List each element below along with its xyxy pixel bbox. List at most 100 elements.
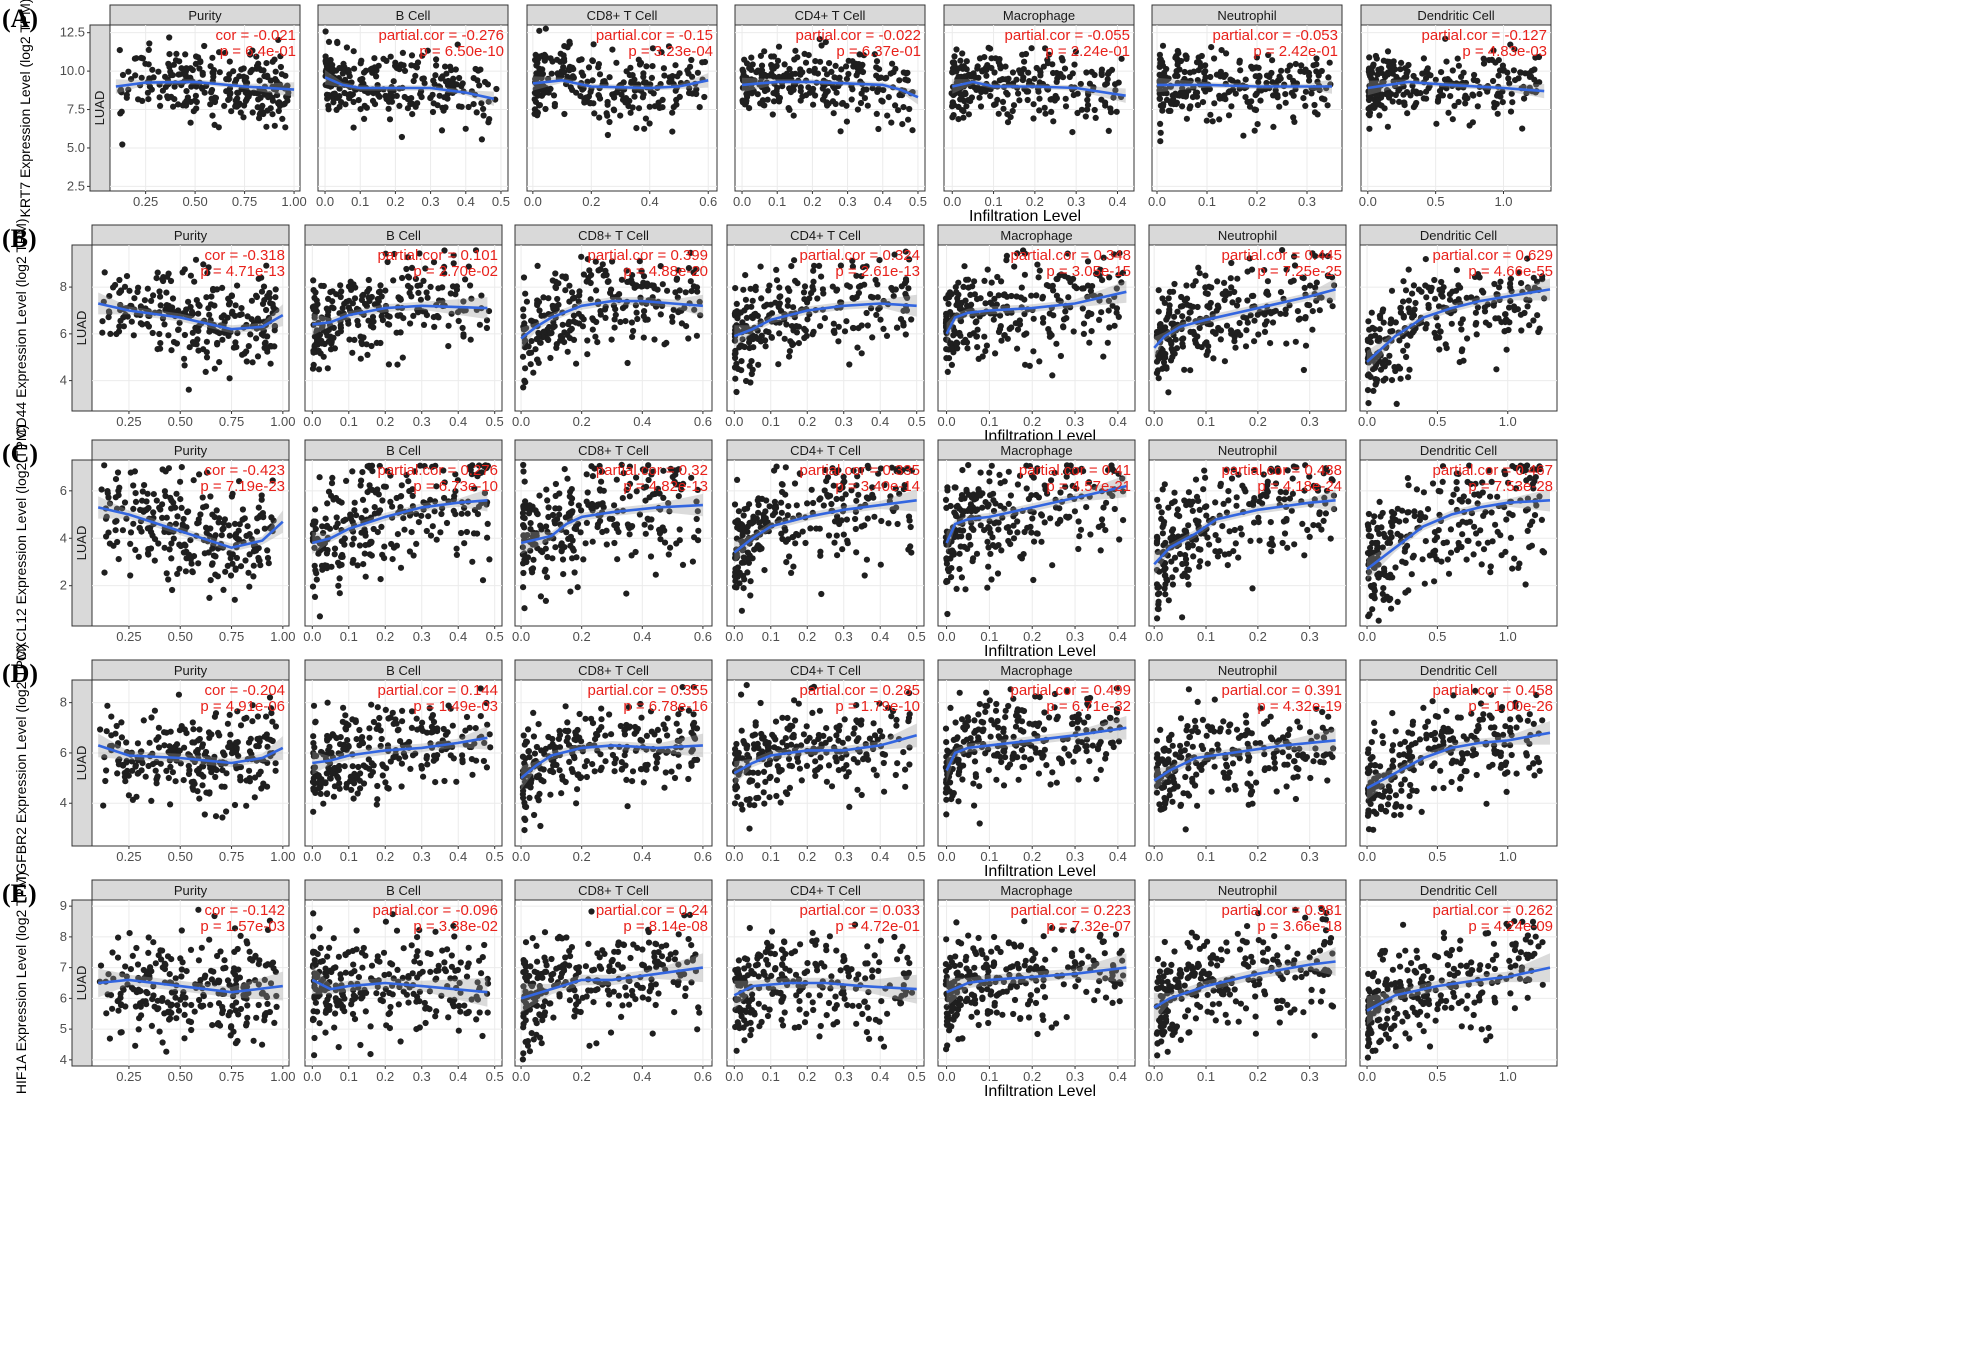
data-point [580,316,587,323]
data-point [1234,275,1241,282]
data-point [1329,303,1336,310]
x-tick-label: 0.4 [1108,194,1126,209]
data-point [789,71,796,78]
data-point [984,266,991,273]
data-point [1161,69,1168,76]
data-point [209,560,216,567]
data-point [906,105,913,113]
data-point [760,101,767,108]
data-point [1291,118,1298,125]
data-point [215,124,222,131]
data-point [1506,304,1513,311]
data-point [339,70,346,77]
data-point [1318,67,1325,75]
data-point [254,353,262,360]
data-point [976,94,983,101]
data-point [633,125,640,132]
correlation-label: partial.cor = -0.055 [1005,27,1131,44]
data-point [903,70,910,77]
data-point [453,283,460,290]
data-point [809,88,816,95]
data-point [387,53,394,60]
data-point [831,74,838,81]
data-point [363,341,370,348]
data-point [807,525,814,532]
data-point [178,504,185,511]
data-point [1197,63,1204,70]
data-point [157,102,164,109]
data-point [1040,315,1047,322]
data-point [423,312,430,319]
data-point [801,334,808,342]
data-point [1311,101,1318,109]
data-point [256,115,263,122]
data-point [1202,272,1209,279]
data-point [1386,352,1393,359]
data-point [856,64,863,71]
data-point [222,568,229,575]
data-point [253,528,261,535]
data-point [1049,372,1056,379]
data-point [461,540,468,547]
data-point [383,57,390,64]
data-point [611,94,618,101]
data-point [520,523,528,530]
data-point [1083,69,1090,76]
data-point [1404,110,1411,117]
data-point [1400,347,1407,354]
data-point [1004,119,1012,126]
data-point [1469,91,1476,98]
data-point [349,468,356,475]
data-point [568,500,575,507]
data-point [1092,114,1099,121]
data-point [395,312,402,319]
data-point [904,77,911,84]
data-point [114,469,122,476]
data-point [166,34,173,41]
data-point [371,504,378,511]
facet-strip-label: CD4+ T Cell [790,228,861,243]
correlation-label: partial.cor = 0.101 [378,247,499,264]
data-point [647,524,654,531]
data-point [239,506,246,513]
data-point [269,97,276,104]
data-point [583,471,590,478]
data-point [646,103,653,110]
data-point [337,282,344,289]
data-point [743,60,751,67]
data-point [597,308,604,315]
data-point [785,105,792,112]
data-point [1404,342,1411,349]
data-point [249,359,256,366]
data-point [345,67,352,74]
data-point [453,545,460,552]
data-point [659,104,666,111]
data-point [542,597,550,605]
data-point [909,127,916,134]
data-point [1503,316,1510,323]
data-point [132,546,139,554]
data-point [180,549,187,556]
data-point [138,74,145,81]
data-point [644,316,651,323]
data-point [592,333,599,340]
data-point [1187,328,1194,335]
data-point [618,91,625,98]
data-point [358,57,365,64]
data-point [166,546,173,553]
data-point [1397,375,1404,382]
data-point [398,493,405,500]
data-point [617,112,624,119]
data-point [959,50,966,57]
data-point [127,572,134,579]
data-point [1053,340,1060,347]
data-point [641,521,648,528]
data-point [564,348,571,355]
data-point [790,563,797,570]
data-point [222,49,229,57]
data-point [1434,322,1441,329]
data-point [804,316,811,323]
data-point [183,306,190,313]
data-point [1507,284,1514,291]
